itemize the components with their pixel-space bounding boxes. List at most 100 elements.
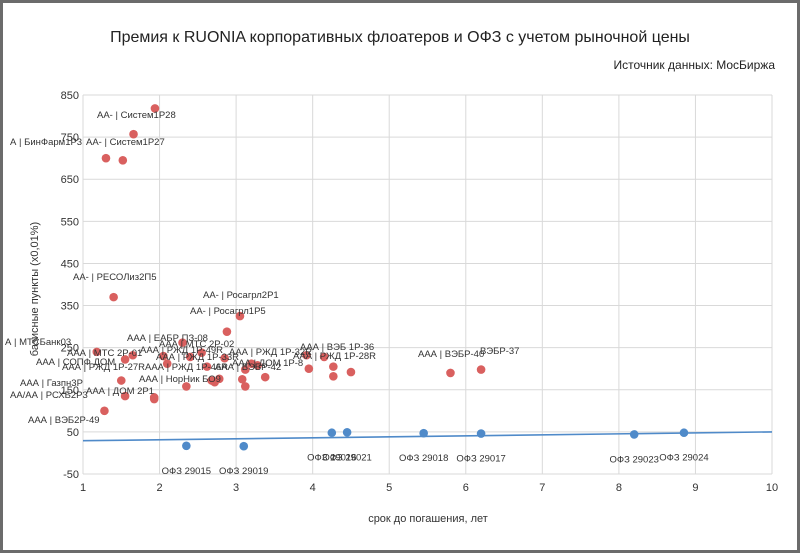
corporate-point (149, 393, 159, 402)
ofz-point-label: ОФЗ 29018 (399, 453, 448, 464)
corporate-point-label: АА- | РЕСОЛиз2П5 (73, 272, 156, 283)
corporate-point-label: ААА | МТС 2Р-01 (67, 348, 142, 359)
corporate-point-label: ААА | Газпн3Р (20, 378, 83, 389)
corporate-point-label: А | МТСБанк03 (5, 337, 71, 348)
corporate-point (446, 368, 455, 378)
corporate-point-label: ААА | РЖД 1Р-33R (156, 352, 239, 363)
corporate-point (302, 350, 311, 360)
corporate-point-label: ААА | ВЭБ 1Р-36 (300, 342, 374, 353)
corporate-point (116, 376, 126, 385)
corporate-point-label: ААА | РЖД 1Р-32R (229, 347, 312, 358)
corporate-series (92, 104, 486, 416)
x-tick-label: 4 (310, 482, 316, 494)
corporate-point-label: ААА | ДОМ 1Р-8 (232, 358, 303, 369)
corporate-point (159, 351, 168, 361)
corporate-point-label: АА- | Систем1Р27 (86, 137, 165, 148)
corporate-point (197, 348, 206, 358)
x-tick-label: 3 (233, 482, 239, 494)
corporate-point-label: АА/АА | РСХБ2Р3 (10, 390, 88, 401)
x-tick-label: 2 (156, 482, 162, 494)
corporate-point (120, 391, 130, 401)
corporate-point (222, 327, 232, 336)
corporate-point (109, 292, 118, 302)
corporate-point-label: ААА | РЖД 1Р-27R (62, 362, 145, 373)
ofz-point-label: ОФЗ 29024 (659, 453, 708, 464)
corporate-point-label: ААА | ВЭБР-42 (215, 362, 281, 373)
ofz-point (327, 428, 337, 438)
corporate-point (237, 374, 247, 384)
corporate-point-label: АА- | Систем1Р28 (97, 110, 176, 121)
corporate-point (346, 367, 356, 377)
ofz-point-label: ОФЗ 29016 (307, 453, 356, 464)
corporate-point (329, 362, 338, 371)
y-tick-label: 750 (61, 132, 79, 144)
ofz-point (476, 429, 486, 438)
ofz-point (679, 428, 689, 438)
x-axis-title: срок до погашения, лет (368, 513, 488, 525)
corporate-point (118, 155, 128, 165)
ofz-point-label: ОФЗ 29023 (609, 454, 658, 465)
ofz-point-label: ОФЗ 29015 (162, 466, 211, 477)
corporate-point (185, 352, 195, 362)
corporate-point-label: ААА | ЕАБР ПЗ-08 (127, 333, 208, 344)
corporate-point-label: ААА | ДОМ 2Р1 (86, 386, 154, 397)
x-tick-label: 6 (463, 482, 469, 494)
corporate-point (182, 382, 191, 391)
x-tick-label: 8 (616, 482, 622, 494)
y-tick-label: 450 (61, 258, 79, 270)
y-axis-title: базисные пункты (х0,01%) (29, 222, 41, 356)
x-tick-label: 10 (766, 482, 778, 494)
x-tick-label: 5 (386, 482, 392, 494)
corporate-point (240, 365, 250, 374)
corporate-point (150, 104, 160, 113)
y-axis-ticks: -50 50 150 250 350 450 550 650 750 850 (61, 90, 79, 481)
corporate-point-label: ААА | ВЭБР-40 (418, 349, 484, 360)
ofz-point-label: ОФЗ 29021 (322, 452, 371, 463)
y-tick-label: 150 (61, 385, 79, 397)
corporate-point (101, 153, 111, 163)
corporate-point (128, 350, 138, 360)
ofz-point (182, 441, 191, 451)
corporate-point (162, 359, 172, 368)
x-tick-label: 7 (539, 482, 545, 494)
grid (82, 94, 773, 475)
ofz-point (629, 430, 639, 439)
corporate-point (92, 347, 102, 357)
y-tick-label: 850 (61, 90, 79, 102)
ofz-point (342, 428, 352, 437)
data-source: Источник данных: МосБиржа (613, 58, 775, 72)
ofz-point-label: ОФЗ 29017 (456, 454, 505, 465)
x-tick-label: 9 (692, 482, 698, 494)
corporate-point-label: ААА | ВЭБ2Р-49 (28, 415, 100, 426)
corporate-point (220, 353, 229, 363)
corporate-point (476, 365, 486, 374)
x-tick-label: 1 (80, 482, 86, 494)
corporate-point-label: ВЭБР-37 (480, 346, 519, 357)
corporate-point (120, 355, 130, 364)
corporate-point-label: ААА | РЖД 1Р-49R (140, 345, 223, 356)
corporate-point (260, 372, 270, 382)
corporate-point-label: А | БинФарм1Р3 (10, 137, 82, 148)
chart-title: Премия к RUONIA корпоративных флоатеров … (110, 29, 690, 46)
corporate-point-label: АА- | Росагрл2Р1 (203, 290, 279, 301)
corporate-point (202, 362, 212, 371)
y-tick-label: 350 (61, 301, 79, 313)
y-tick-label: 50 (67, 427, 79, 439)
corporate-point (240, 382, 250, 391)
corporate-point (304, 364, 314, 374)
corporate-point (129, 129, 138, 139)
corporate-point-label: ААА | МТС 2Р-02 (159, 339, 234, 350)
corporate-point (329, 372, 338, 381)
corporate-point-label: АА- | Росагрл1Р5 (190, 306, 266, 317)
y-tick-label: 650 (61, 174, 79, 186)
y-tick-label: 250 (61, 343, 79, 355)
corporate-point (235, 311, 245, 321)
corporate-point-label: ААА | НорНик БО9 (139, 374, 221, 385)
trendline (82, 431, 773, 442)
ofz-point-label: ОФЗ 29019 (219, 466, 268, 477)
ofz-trendline (82, 431, 773, 442)
corporate-point (100, 406, 109, 416)
